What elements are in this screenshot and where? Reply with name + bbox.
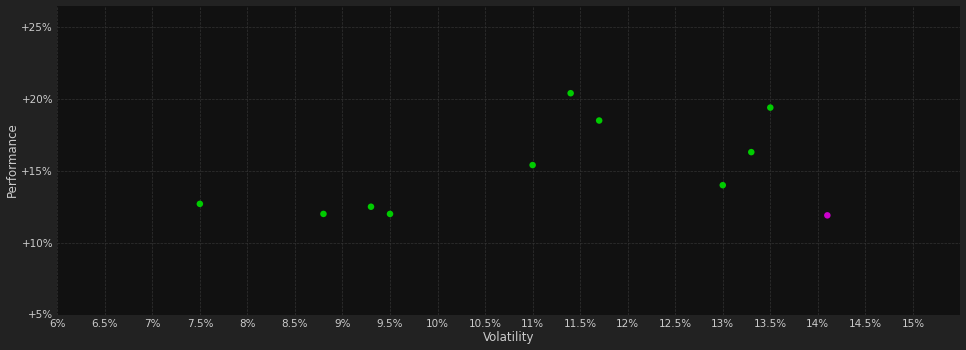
Point <box>744 149 759 155</box>
Point <box>762 105 778 110</box>
Point <box>316 211 331 217</box>
Point <box>715 182 730 188</box>
Point <box>525 162 540 168</box>
Point <box>383 211 398 217</box>
X-axis label: Volatility: Volatility <box>483 331 534 344</box>
Point <box>192 201 208 206</box>
Y-axis label: Performance: Performance <box>6 122 18 197</box>
Point <box>563 90 579 96</box>
Point <box>363 204 379 210</box>
Point <box>819 212 835 218</box>
Point <box>591 118 607 123</box>
